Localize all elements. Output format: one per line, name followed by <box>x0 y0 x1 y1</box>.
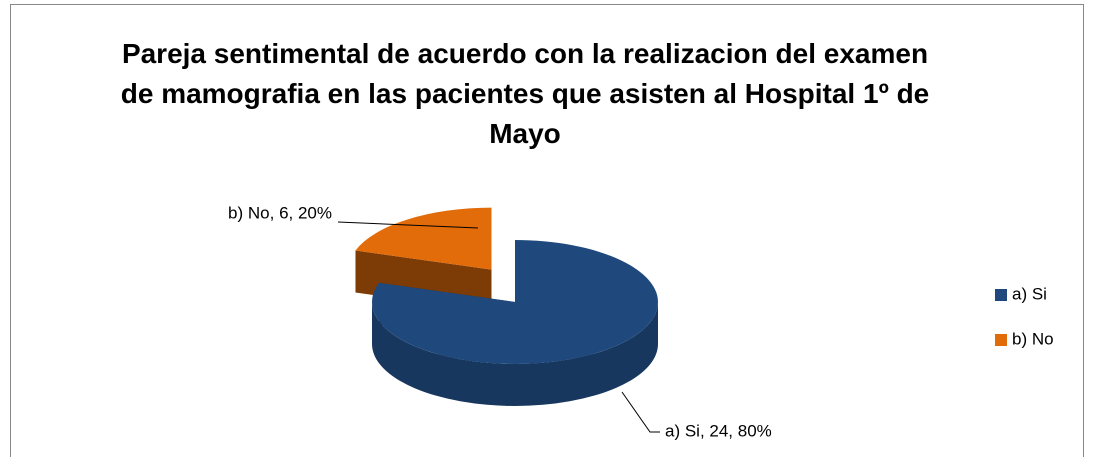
leader-line <box>621 391 660 433</box>
legend-label: b) No <box>1012 329 1054 348</box>
data-label: b) No, 6, 20% <box>228 203 332 222</box>
pie-slice <box>372 240 659 364</box>
pie-slice-side <box>372 302 658 406</box>
leader-line <box>337 221 479 229</box>
chart-title: Pareja sentimental de acuerdo con la rea… <box>120 38 930 149</box>
legend-label: a) Si <box>1012 284 1047 303</box>
legend-swatch <box>995 334 1007 346</box>
data-label: a) Si, 24, 80% <box>665 421 772 440</box>
legend-swatch <box>995 289 1007 301</box>
chart-frame <box>10 4 1084 457</box>
pie-slice <box>355 207 492 270</box>
